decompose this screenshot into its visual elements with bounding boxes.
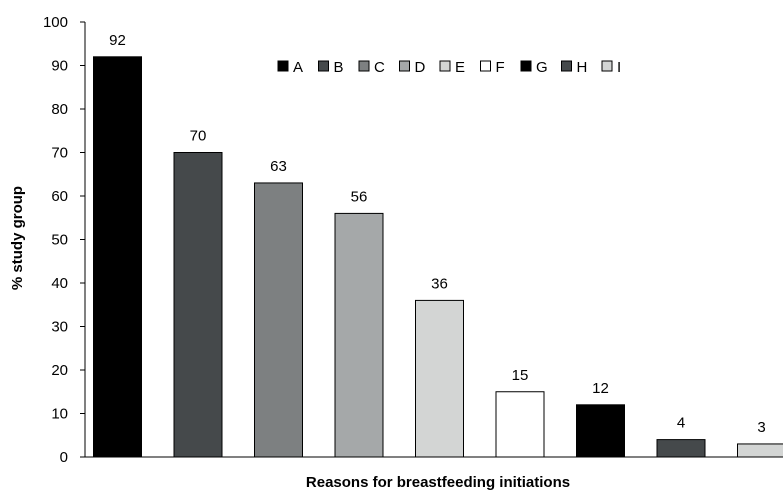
bars <box>93 56 783 458</box>
legend-label-c: C <box>374 59 385 76</box>
y-tick-label: 60 <box>51 188 68 205</box>
legend-swatch-h <box>561 60 572 72</box>
bar-i <box>737 443 783 458</box>
bar-e <box>415 299 464 458</box>
y-tick-label: 0 <box>60 449 68 466</box>
y-tick-label: 90 <box>51 58 68 75</box>
legend: A B C D E F G H I <box>277 59 621 76</box>
x-axis-title: Reasons for breastfeeding initiations <box>306 474 570 490</box>
data-label-e: 36 <box>431 275 448 292</box>
legend-swatch-c <box>358 60 370 72</box>
data-label-i: 3 <box>757 419 765 436</box>
legend-label-g: G <box>536 59 548 76</box>
legend-swatch-d <box>399 60 410 72</box>
y-tick-label: 20 <box>51 362 68 379</box>
bar-b <box>173 152 223 458</box>
legend-swatch-e <box>439 60 451 72</box>
data-labels: 92 70 63 56 36 15 12 4 3 <box>109 32 766 436</box>
legend-label-b: B <box>334 59 344 76</box>
legend-label-a: A <box>293 59 303 76</box>
legend-swatch-g <box>520 60 532 72</box>
data-label-c: 63 <box>270 158 287 175</box>
y-tick-label: 10 <box>51 406 68 423</box>
data-label-b: 70 <box>190 128 207 145</box>
legend-label-d: D <box>415 59 426 76</box>
data-label-h: 4 <box>677 415 685 432</box>
y-tick-label: 80 <box>51 101 68 118</box>
legend-swatch-b <box>318 60 329 72</box>
legend-label-i: I <box>617 59 621 76</box>
legend-label-f: F <box>496 59 505 76</box>
legend-swatch-i <box>601 60 613 72</box>
bar-a <box>93 56 142 458</box>
legend-label-e: E <box>455 59 465 76</box>
y-axis-title: % study group <box>9 186 26 290</box>
y-tick-label: 70 <box>51 145 68 162</box>
bar-d <box>334 212 384 458</box>
y-tick-label: 30 <box>51 319 68 336</box>
y-tick-label: 100 <box>43 14 68 31</box>
data-label-g: 12 <box>592 380 609 397</box>
legend-swatch-a <box>277 60 289 72</box>
bar-f <box>495 391 545 458</box>
bar-c <box>254 182 303 458</box>
y-tick-label: 50 <box>51 232 68 249</box>
data-label-f: 15 <box>512 367 529 384</box>
y-tick-label: 40 <box>51 275 68 292</box>
bar-h <box>656 439 706 458</box>
legend-label-h: H <box>577 59 588 76</box>
bar-g <box>576 404 625 458</box>
data-label-a: 92 <box>109 32 126 49</box>
legend-swatch-f <box>480 60 491 72</box>
data-label-d: 56 <box>351 188 368 205</box>
y-axis-ticks: 0 10 20 30 40 50 60 70 80 90 100 <box>43 14 85 466</box>
